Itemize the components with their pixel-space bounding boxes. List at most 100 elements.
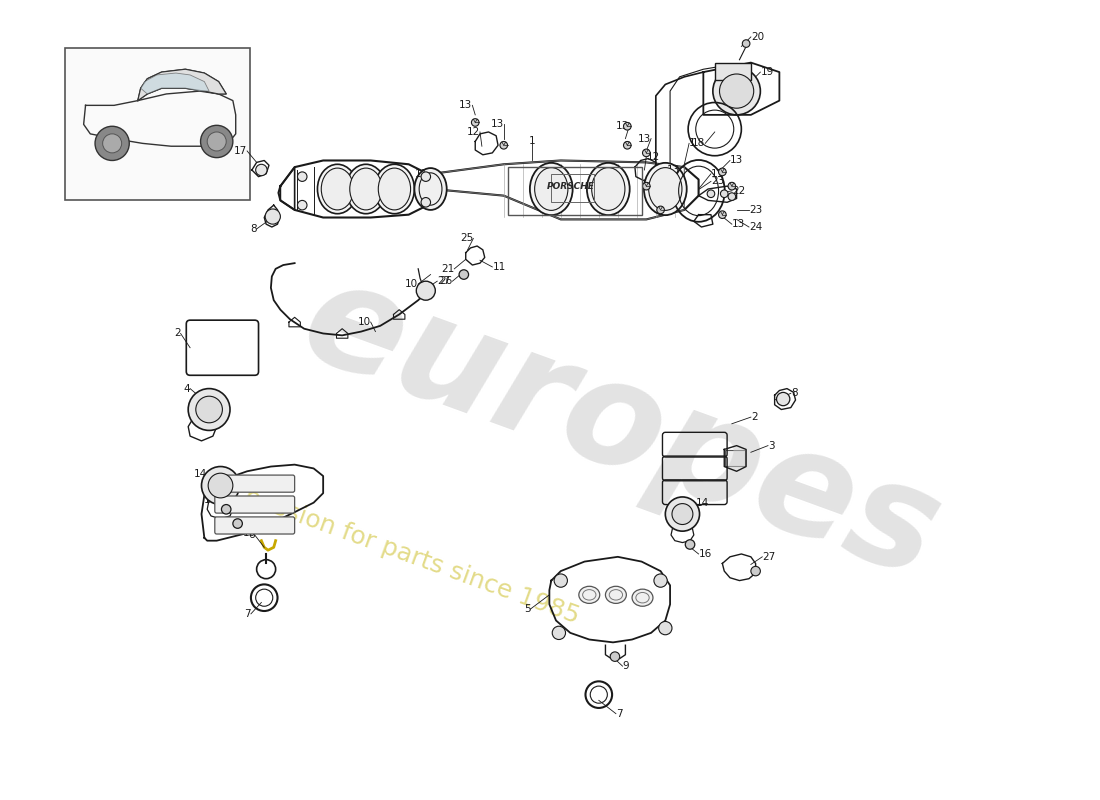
Circle shape <box>421 198 430 207</box>
Text: europes: europes <box>285 249 958 609</box>
Ellipse shape <box>649 168 682 210</box>
Circle shape <box>777 392 790 406</box>
Circle shape <box>659 622 672 634</box>
FancyBboxPatch shape <box>214 517 295 534</box>
Circle shape <box>610 652 619 662</box>
Text: 18: 18 <box>692 138 705 148</box>
Ellipse shape <box>318 164 358 214</box>
Circle shape <box>200 126 233 158</box>
Circle shape <box>416 281 436 300</box>
Polygon shape <box>138 70 227 101</box>
Text: 12: 12 <box>647 152 660 162</box>
Ellipse shape <box>579 586 600 603</box>
Circle shape <box>718 168 726 176</box>
Text: 2: 2 <box>174 329 180 338</box>
Circle shape <box>552 626 565 639</box>
Circle shape <box>95 126 130 161</box>
Text: 1: 1 <box>689 138 695 148</box>
FancyBboxPatch shape <box>214 496 295 513</box>
Circle shape <box>713 67 760 115</box>
Text: 13: 13 <box>730 155 744 166</box>
Text: 16: 16 <box>204 494 217 505</box>
Text: 7: 7 <box>244 609 251 619</box>
Ellipse shape <box>378 168 410 210</box>
Circle shape <box>642 182 650 190</box>
Circle shape <box>188 389 230 430</box>
Circle shape <box>666 497 700 531</box>
Text: 6: 6 <box>249 530 255 540</box>
Polygon shape <box>141 73 209 94</box>
Text: 22: 22 <box>732 186 745 196</box>
Ellipse shape <box>350 168 382 210</box>
Bar <box>508 167 641 214</box>
Text: 13: 13 <box>732 219 745 229</box>
Circle shape <box>421 172 430 182</box>
Text: 2: 2 <box>751 412 758 422</box>
Circle shape <box>255 164 267 176</box>
Text: 12: 12 <box>466 127 480 137</box>
Circle shape <box>554 574 568 587</box>
Text: 17: 17 <box>234 146 248 156</box>
Ellipse shape <box>605 586 626 603</box>
Text: 8: 8 <box>791 388 798 398</box>
Text: 13: 13 <box>459 100 472 110</box>
FancyBboxPatch shape <box>214 475 295 492</box>
Circle shape <box>718 211 726 218</box>
Circle shape <box>297 201 307 210</box>
Text: 21: 21 <box>441 264 454 274</box>
Circle shape <box>221 505 231 514</box>
Text: 24: 24 <box>749 222 762 232</box>
Circle shape <box>657 206 664 214</box>
Text: 10: 10 <box>358 317 371 327</box>
Text: 16: 16 <box>698 549 712 559</box>
Text: 11: 11 <box>711 169 724 178</box>
Text: 27: 27 <box>762 552 776 562</box>
Text: 26: 26 <box>439 276 452 286</box>
Circle shape <box>672 504 693 525</box>
Text: 14: 14 <box>695 498 710 508</box>
Bar <box>551 174 594 202</box>
Text: 1: 1 <box>529 137 536 146</box>
Circle shape <box>233 519 242 528</box>
Text: 10: 10 <box>405 279 418 289</box>
Bar <box>725 450 745 466</box>
Text: 15: 15 <box>242 528 255 538</box>
Circle shape <box>207 132 227 151</box>
Circle shape <box>719 74 754 108</box>
Text: 13: 13 <box>638 134 651 144</box>
Circle shape <box>751 566 760 576</box>
Circle shape <box>201 466 240 505</box>
Circle shape <box>685 540 695 550</box>
Text: PORSCHE: PORSCHE <box>547 182 594 190</box>
Text: 13: 13 <box>491 119 504 130</box>
Text: 7: 7 <box>616 709 623 718</box>
Text: 4: 4 <box>184 383 190 394</box>
Ellipse shape <box>530 163 573 215</box>
Text: 3: 3 <box>768 441 774 450</box>
Circle shape <box>459 270 469 279</box>
Ellipse shape <box>321 168 353 210</box>
Circle shape <box>297 172 307 182</box>
Ellipse shape <box>632 589 653 606</box>
Text: 23: 23 <box>749 205 762 215</box>
Circle shape <box>102 134 122 153</box>
Text: 13: 13 <box>616 122 629 131</box>
Text: 9: 9 <box>623 661 629 671</box>
Text: 8: 8 <box>250 224 256 234</box>
Bar <box>65 48 250 201</box>
Text: 11: 11 <box>493 262 506 272</box>
Text: 19: 19 <box>760 67 773 77</box>
Circle shape <box>653 574 668 587</box>
Circle shape <box>196 396 222 423</box>
Circle shape <box>720 190 728 198</box>
Text: 25: 25 <box>460 234 473 243</box>
Ellipse shape <box>644 163 686 215</box>
Circle shape <box>265 209 280 224</box>
Ellipse shape <box>587 163 629 215</box>
Text: 27: 27 <box>437 276 451 286</box>
Text: 13: 13 <box>668 165 681 175</box>
Circle shape <box>742 40 750 47</box>
Circle shape <box>624 122 631 130</box>
Ellipse shape <box>415 168 447 210</box>
Text: 11: 11 <box>415 169 428 178</box>
